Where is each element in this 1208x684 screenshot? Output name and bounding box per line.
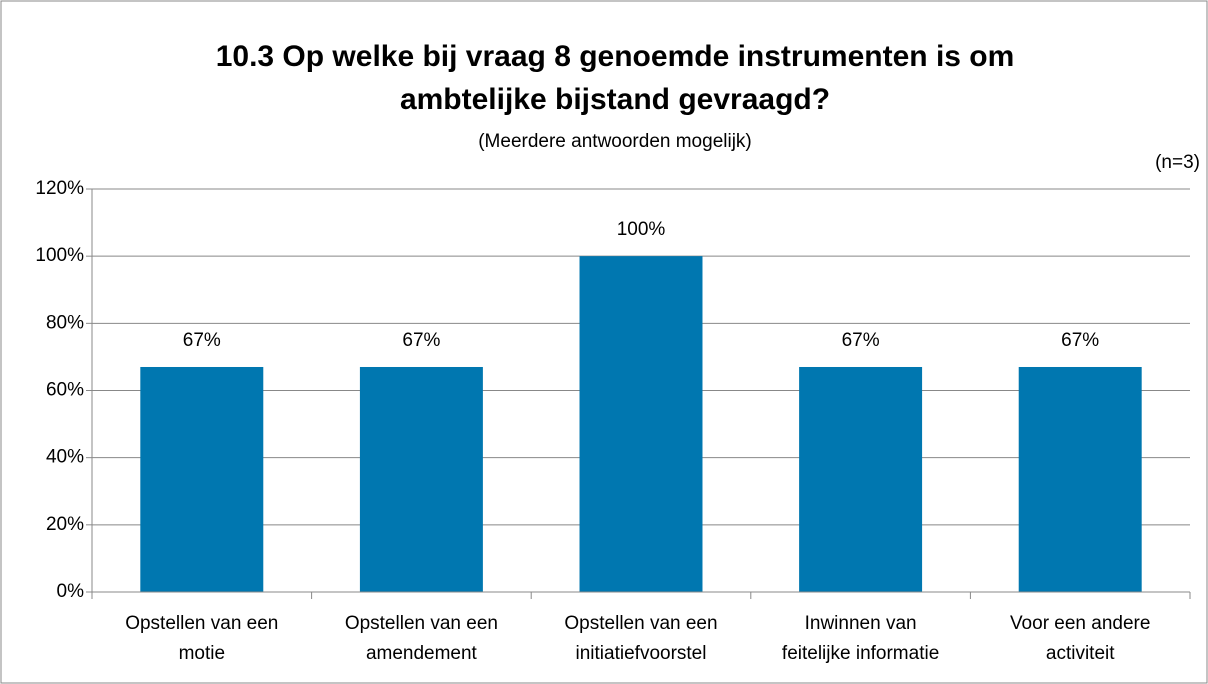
x-tick-label: activiteit <box>1046 643 1115 664</box>
data-label: 67% <box>842 330 880 351</box>
bar <box>359 366 483 592</box>
y-tick-label: 100% <box>35 245 84 266</box>
x-tick-label: amendement <box>366 643 478 664</box>
bar <box>579 256 703 592</box>
annotation: (n=3) <box>1155 152 1200 173</box>
data-label: 67% <box>402 330 440 351</box>
x-tick-label: Opstellen van een <box>125 613 278 634</box>
y-tick-label: 120% <box>35 178 84 199</box>
x-tick-label: Inwinnen van <box>805 613 917 634</box>
chart-subtitle: (Meerdere antwoorden mogelijk) <box>478 131 752 152</box>
x-tick-label: initiatiefvoorstel <box>576 643 707 664</box>
y-tick-label: 80% <box>46 312 84 333</box>
chart-title: 10.3 Op welke bij vraag 8 genoemde instr… <box>216 40 1015 73</box>
x-tick-label: Voor een andere <box>1010 613 1151 634</box>
data-label: 67% <box>1061 330 1099 351</box>
data-label: 100% <box>617 219 666 240</box>
bar <box>1018 366 1142 592</box>
chart-title: ambtelijke bijstand gevraagd? <box>400 83 830 116</box>
y-tick-label: 0% <box>57 581 85 602</box>
bar <box>140 366 264 592</box>
y-tick-label: 60% <box>46 380 84 401</box>
y-tick-label: 40% <box>46 447 84 468</box>
bar <box>799 366 923 592</box>
x-tick-label: motie <box>179 643 225 664</box>
x-tick-label: feitelijke informatie <box>782 643 939 664</box>
x-tick-label: Opstellen van een <box>564 613 717 634</box>
x-tick-label: Opstellen van een <box>345 613 498 634</box>
y-tick-label: 20% <box>46 514 84 535</box>
data-label: 67% <box>183 330 221 351</box>
